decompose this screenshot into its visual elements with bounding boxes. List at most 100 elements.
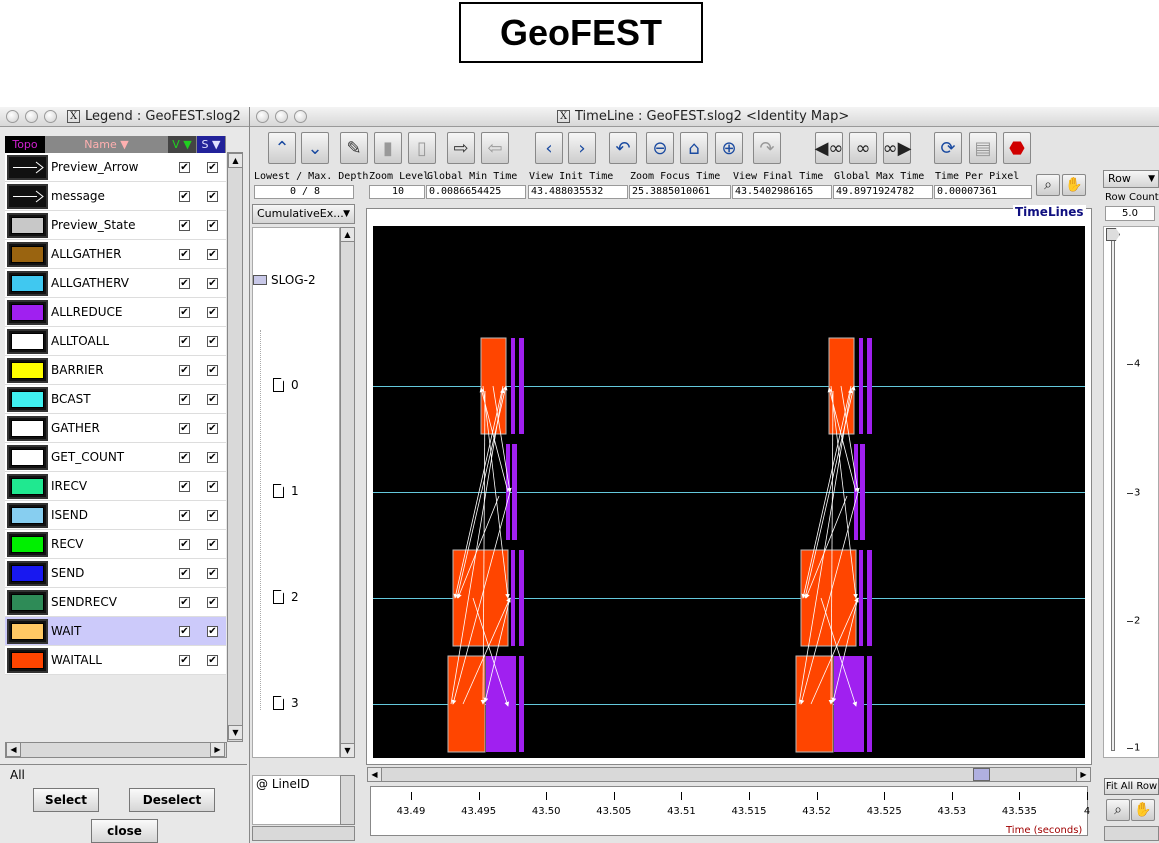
- forward-icon[interactable]: ›: [568, 132, 596, 164]
- legend-row-sendrecv[interactable]: SENDRECV ✔ ✔: [5, 588, 226, 617]
- delete-icon[interactable]: ▯: [408, 132, 436, 164]
- visible-checkbox[interactable]: ✔: [179, 654, 190, 666]
- header-name[interactable]: Name ▼: [46, 136, 168, 153]
- searchable-checkbox[interactable]: ✔: [207, 451, 218, 463]
- view-init-value[interactable]: 43.488035532: [528, 185, 628, 199]
- legend-swatch-cell[interactable]: [7, 299, 48, 325]
- legend-row-irecv[interactable]: IRECV ✔ ✔: [5, 472, 226, 501]
- fit-all-rows-button[interactable]: Fit All Row: [1104, 778, 1159, 795]
- home-icon[interactable]: ⌂: [680, 132, 708, 164]
- searchable-checkbox[interactable]: ✔: [207, 190, 218, 202]
- row-count-field[interactable]: 5.0: [1105, 206, 1155, 221]
- header-topo[interactable]: Topo: [5, 136, 46, 153]
- visible-checkbox[interactable]: ✔: [179, 567, 190, 579]
- searchable-checkbox[interactable]: ✔: [207, 509, 218, 521]
- search-backward-icon[interactable]: ◀∞: [815, 132, 843, 164]
- row-horizontal-scrollbar[interactable]: [1104, 826, 1159, 841]
- legend-row-allreduce[interactable]: ALLREDUCE ✔ ✔: [5, 298, 226, 327]
- legend-swatch-cell[interactable]: [7, 154, 48, 180]
- searchable-checkbox[interactable]: ✔: [207, 364, 218, 376]
- redo-icon[interactable]: ↷: [753, 132, 781, 164]
- select-button[interactable]: Select: [33, 788, 99, 812]
- hand-mode-icon[interactable]: ✋: [1062, 174, 1086, 196]
- visible-checkbox[interactable]: ✔: [179, 625, 190, 637]
- visible-checkbox[interactable]: ✔: [179, 480, 190, 492]
- undo-icon[interactable]: ↶: [609, 132, 637, 164]
- visible-checkbox[interactable]: ✔: [179, 509, 190, 521]
- legend-row-gather[interactable]: GATHER ✔ ✔: [5, 414, 226, 443]
- tree-vertical-scrollbar[interactable]: [340, 227, 355, 758]
- scroll-down-icon[interactable]: ▼: [340, 743, 355, 758]
- close-window-icon[interactable]: [6, 110, 19, 123]
- up-arrow-icon[interactable]: ⌃: [268, 132, 296, 164]
- scroll-left-icon[interactable]: ◀: [367, 767, 382, 782]
- scroll-thumb[interactable]: [973, 768, 990, 781]
- legend-swatch-cell[interactable]: [7, 357, 48, 383]
- legend-swatch-cell[interactable]: [7, 473, 48, 499]
- searchable-checkbox[interactable]: ✔: [207, 277, 218, 289]
- legend-row-alltoall[interactable]: ALLTOALL ✔ ✔: [5, 327, 226, 356]
- searchable-checkbox[interactable]: ✔: [207, 248, 218, 260]
- lineid-scrollbar[interactable]: [340, 775, 355, 825]
- legend-row-allgatherv[interactable]: ALLGATHERV ✔ ✔: [5, 269, 226, 298]
- zoom-in-icon[interactable]: ⊕: [715, 132, 743, 164]
- legend-row-bcast[interactable]: BCAST ✔ ✔: [5, 385, 226, 414]
- row-hand-icon[interactable]: ✋: [1131, 799, 1155, 821]
- legend-row-recv[interactable]: RECV ✔ ✔: [5, 530, 226, 559]
- legend-row-preview-arrow[interactable]: Preview_Arrow ✔ ✔: [5, 153, 226, 182]
- legend-row-wait[interactable]: WAIT ✔ ✔: [5, 617, 226, 646]
- searchable-checkbox[interactable]: ✔: [207, 219, 218, 231]
- visible-checkbox[interactable]: ✔: [179, 306, 190, 318]
- back-icon[interactable]: ‹: [535, 132, 563, 164]
- search-icon[interactable]: ∞: [849, 132, 877, 164]
- visible-checkbox[interactable]: ✔: [179, 393, 190, 405]
- visible-checkbox[interactable]: ✔: [179, 538, 190, 550]
- print-icon[interactable]: ▤: [969, 132, 997, 164]
- row-dropdown[interactable]: Row ▼: [1103, 170, 1159, 188]
- edit-icon[interactable]: ✎: [340, 132, 368, 164]
- visible-checkbox[interactable]: ✔: [179, 248, 190, 260]
- visible-checkbox[interactable]: ✔: [179, 596, 190, 608]
- legend-swatch-cell[interactable]: [7, 647, 48, 673]
- legend-row-preview-state[interactable]: Preview_State ✔ ✔: [5, 211, 226, 240]
- legend-row-waitall[interactable]: WAITALL ✔ ✔: [5, 646, 226, 675]
- search-forward-icon[interactable]: ∞▶: [883, 132, 911, 164]
- visible-checkbox[interactable]: ✔: [179, 364, 190, 376]
- legend-row-allgather[interactable]: ALLGATHER ✔ ✔: [5, 240, 226, 269]
- deselect-button[interactable]: Deselect: [129, 788, 215, 812]
- zoom-window-icon[interactable]: [44, 110, 57, 123]
- legend-row-get-count[interactable]: GET_COUNT ✔ ✔: [5, 443, 226, 472]
- minimize-window-icon[interactable]: [25, 110, 38, 123]
- legend-swatch-cell[interactable]: [7, 502, 48, 528]
- legend-swatch-cell[interactable]: [7, 212, 48, 238]
- legend-swatch-cell[interactable]: [7, 241, 48, 267]
- lineid-horizontal-scrollbar[interactable]: [252, 826, 355, 841]
- searchable-checkbox[interactable]: ✔: [207, 538, 218, 550]
- legend-swatch-cell[interactable]: [7, 589, 48, 615]
- legend-row-send[interactable]: SEND ✔ ✔: [5, 559, 226, 588]
- searchable-checkbox[interactable]: ✔: [207, 480, 218, 492]
- searchable-checkbox[interactable]: ✔: [207, 335, 218, 347]
- close-window-icon[interactable]: [256, 110, 269, 123]
- time-per-pixel-value[interactable]: 0.00007361: [934, 185, 1032, 199]
- searchable-checkbox[interactable]: ✔: [207, 567, 218, 579]
- visible-checkbox[interactable]: ✔: [179, 277, 190, 289]
- scroll-up-icon[interactable]: ▲: [340, 227, 355, 242]
- refresh-icon[interactable]: ⟳: [934, 132, 962, 164]
- zoom-out-icon[interactable]: ⊖: [646, 132, 674, 164]
- row-slider-thumb[interactable]: [1106, 228, 1120, 241]
- legend-swatch-cell[interactable]: [7, 415, 48, 441]
- scroll-right-icon[interactable]: ▶: [210, 742, 225, 757]
- legend-swatch-cell[interactable]: [7, 531, 48, 557]
- searchable-checkbox[interactable]: ✔: [207, 625, 218, 637]
- close-button[interactable]: close: [91, 819, 158, 843]
- row-magnifier-icon[interactable]: ⌕: [1106, 799, 1130, 821]
- timeline-canvas[interactable]: [373, 226, 1085, 758]
- tree-node-1[interactable]: 1: [273, 484, 299, 498]
- searchable-checkbox[interactable]: ✔: [207, 422, 218, 434]
- row-slider-track[interactable]: [1111, 234, 1115, 751]
- legend-row-barrier[interactable]: BARRIER ✔ ✔: [5, 356, 226, 385]
- searchable-checkbox[interactable]: ✔: [207, 161, 218, 173]
- minimize-window-icon[interactable]: [275, 110, 288, 123]
- paste-icon[interactable]: ▮: [374, 132, 402, 164]
